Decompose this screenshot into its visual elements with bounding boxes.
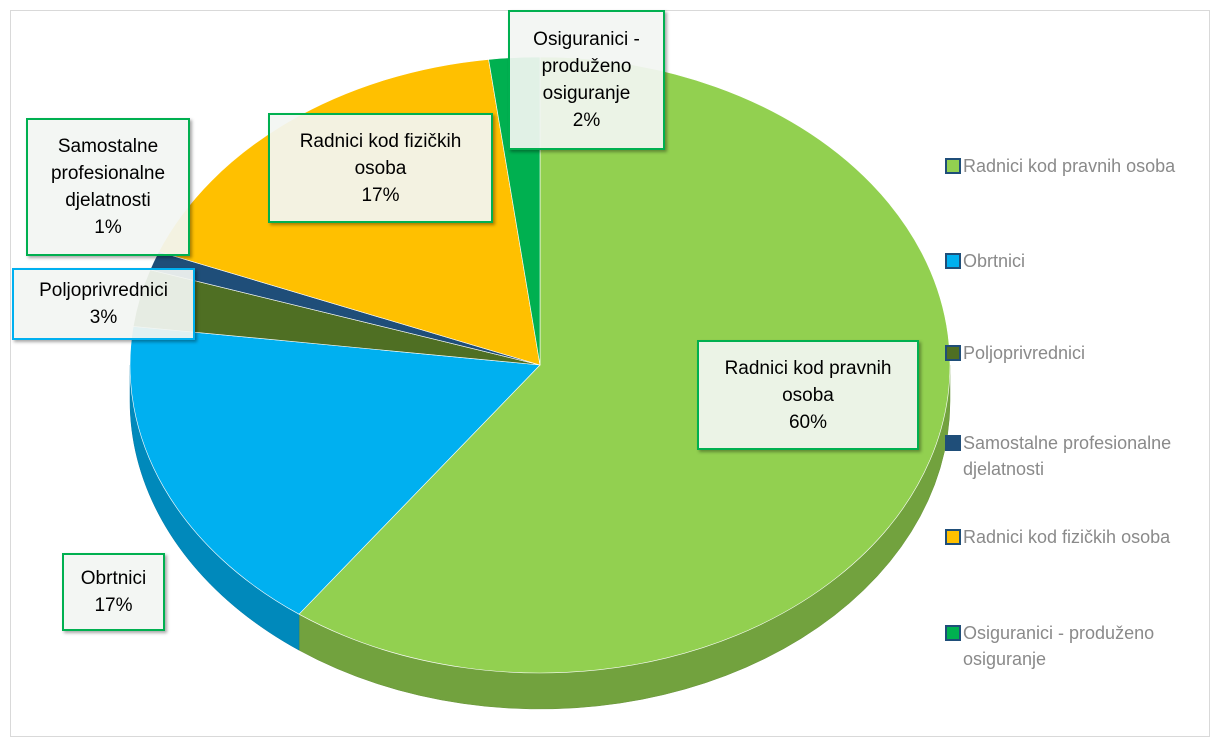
- legend-item: Radnici kod pravnih osoba: [945, 153, 1207, 179]
- data-label-value: 2%: [572, 110, 601, 131]
- legend-swatch: [945, 625, 961, 641]
- legend-label: Samostalne profesionalne djelatnosti: [963, 433, 1172, 479]
- legend-label: Radnici kod pravnih osoba: [963, 156, 1176, 176]
- data-label-category: Poljoprivrednici: [39, 280, 168, 301]
- pie-slice: [129, 326, 541, 615]
- data-label: Radnici kod fizičkih osoba 17%: [268, 113, 493, 223]
- legend-label: Poljoprivrednici: [963, 343, 1086, 363]
- data-label-category: Radnici kod fizičkih osoba: [299, 130, 462, 179]
- data-label-category: Samostalne profesionalne djelatnosti: [50, 136, 166, 211]
- data-label-category: Osiguranici - produženo osiguranje: [533, 29, 640, 104]
- data-label-value: 17%: [94, 595, 133, 616]
- legend-swatch: [945, 158, 961, 174]
- legend-item: Obrtnici: [945, 248, 1207, 274]
- legend-label: Radnici kod fizičkih osoba: [963, 527, 1171, 547]
- legend-label: Obrtnici: [963, 251, 1026, 271]
- legend-item: Radnici kod fizičkih osoba: [945, 524, 1207, 550]
- legend-item: Osiguranici - produženo osiguranje: [945, 620, 1207, 672]
- data-label: Poljoprivrednici 3%: [12, 268, 195, 340]
- data-label: Obrtnici 17%: [62, 553, 165, 631]
- legend-item: Samostalne profesionalne djelatnosti: [945, 430, 1207, 482]
- data-label-value: 3%: [89, 307, 118, 328]
- pie-slice: [298, 56, 951, 674]
- data-label: Radnici kod pravnih osoba 60%: [697, 340, 919, 450]
- data-label-value: 1%: [94, 217, 122, 238]
- data-label-category: Radnici kod pravnih osoba: [724, 357, 892, 406]
- legend-swatch: [945, 529, 961, 545]
- data-label-value: 60%: [788, 411, 828, 433]
- legend-label: Osiguranici - produženo osiguranje: [963, 623, 1155, 669]
- data-label: Osiguranici - produženo osiguranje 2%: [508, 10, 665, 150]
- data-label-category: Obrtnici: [80, 568, 147, 589]
- legend-item: Poljoprivrednici: [945, 340, 1207, 366]
- data-label-value: 17%: [361, 184, 400, 206]
- legend-swatch: [945, 253, 961, 269]
- legend-swatch: [945, 345, 961, 361]
- data-label: Samostalne profesionalne djelatnosti 1%: [26, 118, 190, 256]
- legend-swatch: [945, 435, 961, 451]
